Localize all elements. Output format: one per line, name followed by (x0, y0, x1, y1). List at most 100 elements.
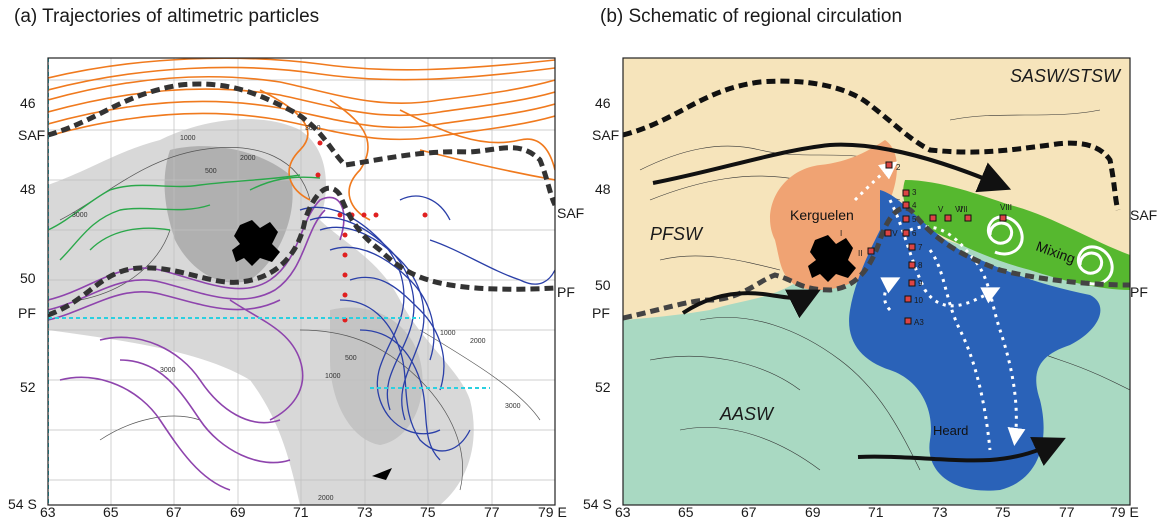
pf-label-b-right: PF (1130, 284, 1148, 300)
isobath-labels: 1000 500 2000 3000 3000 1000 2000 3000 5… (72, 125, 521, 502)
lat-tick: 46 (595, 95, 611, 111)
saf-label-a-right: SAF (557, 205, 584, 221)
panel-b-map: 2 3 4 5 6 7 8 9 10 A3 I II IV V VI VII V… (592, 57, 1157, 506)
mixing-region (903, 180, 1130, 290)
pf-front-a (48, 185, 555, 318)
svg-text:10: 10 (914, 296, 923, 305)
lon-tick: 67 (166, 504, 182, 517)
lat-tick: 50 (20, 270, 36, 286)
grid (48, 58, 555, 505)
svg-text:3000: 3000 (160, 367, 176, 374)
lat-tick: 50 (595, 277, 611, 293)
orange-trajectories (48, 58, 555, 221)
purple-trajectories (48, 196, 345, 491)
lon-tick: 77 (1059, 504, 1075, 517)
lon-tick: 79 E (1110, 504, 1139, 517)
heard-label: Heard (933, 423, 968, 438)
lat-tick: 48 (20, 181, 36, 197)
svg-text:V: V (938, 205, 944, 214)
lon-tick: 73 (357, 504, 373, 517)
svg-text:3000: 3000 (505, 403, 521, 410)
svg-text:5: 5 (912, 215, 917, 224)
circulation-arrows (853, 161, 1026, 451)
saf-front-a (48, 81, 555, 207)
svg-text:VI: VI (955, 205, 963, 214)
svg-text:IV: IV (890, 229, 898, 238)
svg-text:4: 4 (912, 201, 917, 210)
lon-tick: 63 (615, 504, 631, 517)
panel-a-title: (a) Trajectories of altimetric particles (14, 6, 320, 27)
svg-text:II: II (858, 249, 862, 258)
lon-tick: 67 (741, 504, 757, 517)
svg-text:I: I (840, 229, 842, 238)
lon-tick: 77 (484, 504, 500, 517)
lon-tick: 73 (932, 504, 948, 517)
lon-tick: 65 (103, 504, 119, 517)
svg-text:1000: 1000 (440, 330, 456, 337)
blue-trajectories (299, 195, 555, 461)
svg-text:1000: 1000 (180, 135, 196, 142)
panel-b-axes: 46 48 50 52 54 S 63 65 67 69 71 73 75 77… (583, 95, 1139, 517)
trajectory-arrow (372, 468, 392, 480)
panel-a-map: 1000 500 2000 3000 3000 1000 2000 3000 5… (18, 57, 584, 506)
svg-text:1000: 1000 (325, 373, 341, 380)
saf-label-b-left: SAF (592, 127, 619, 143)
panel-a-axes: 46 48 50 52 54 S 63 65 67 69 71 73 75 77… (8, 95, 567, 517)
svg-text:2: 2 (896, 163, 901, 172)
pf-front-b (623, 205, 1130, 321)
station-markers (867, 161, 1007, 325)
station-dots (315, 140, 428, 323)
kerguelen-island-b (808, 235, 856, 282)
kerguelen-label: Kerguelen (790, 207, 854, 223)
svg-text:500: 500 (205, 168, 217, 175)
mixing-eddies (986, 215, 1114, 286)
pfsw-label: PFSW (650, 224, 704, 244)
lat-tick: 52 (20, 379, 36, 395)
lon-tick: 75 (420, 504, 436, 517)
lon-tick: 63 (40, 504, 56, 517)
panel-b-title: (b) Schematic of regional circulation (600, 6, 903, 27)
pf-label-a-left: PF (18, 305, 36, 321)
green-trajectories (48, 174, 321, 261)
svg-text:2000: 2000 (470, 338, 486, 345)
svg-text:3000: 3000 (305, 125, 321, 132)
flow-arrows (652, 142, 1066, 466)
svg-text:2000: 2000 (240, 155, 256, 162)
lat-tick: 46 (20, 95, 36, 111)
bathymetry-contours (639, 109, 1130, 471)
saf-label-b-right: SAF (1130, 207, 1157, 223)
svg-text:3000: 3000 (72, 212, 88, 219)
kerguelen-island (232, 220, 280, 266)
sasw-label: SASW/STSW (1010, 66, 1122, 86)
pf-label-a-right: PF (557, 284, 575, 300)
svg-text:7: 7 (918, 243, 923, 252)
svg-text:9: 9 (918, 279, 923, 288)
lat-tick: 54 S (8, 496, 37, 512)
lon-tick: 71 (868, 504, 884, 517)
section-lines (48, 58, 490, 505)
svg-text:3: 3 (912, 188, 917, 197)
saf-front-b (623, 78, 1121, 211)
saf-label-a-left: SAF (18, 127, 45, 143)
pf-label-b-left: PF (592, 305, 610, 321)
svg-text:VII: VII (958, 205, 968, 214)
kerguelen-region (770, 140, 897, 290)
lat-tick: 54 S (583, 496, 612, 512)
station-labels: 2 3 4 5 6 7 8 9 10 A3 I II IV V VI VII V… (840, 163, 1012, 327)
lon-tick: 79 E (538, 504, 567, 517)
lon-tick: 69 (805, 504, 821, 517)
lon-tick: 69 (230, 504, 246, 517)
svg-text:A3: A3 (914, 318, 924, 327)
lon-tick: 75 (995, 504, 1011, 517)
svg-text:500: 500 (345, 355, 357, 362)
lat-tick: 52 (595, 379, 611, 395)
svg-text:2000: 2000 (318, 495, 334, 502)
aasw-label: AASW (719, 404, 775, 424)
lon-tick: 71 (293, 504, 309, 517)
lat-tick: 48 (595, 181, 611, 197)
lon-tick: 65 (678, 504, 694, 517)
svg-text:8: 8 (918, 261, 923, 270)
svg-text:6: 6 (912, 229, 917, 238)
svg-text:VIII: VIII (1000, 203, 1012, 212)
